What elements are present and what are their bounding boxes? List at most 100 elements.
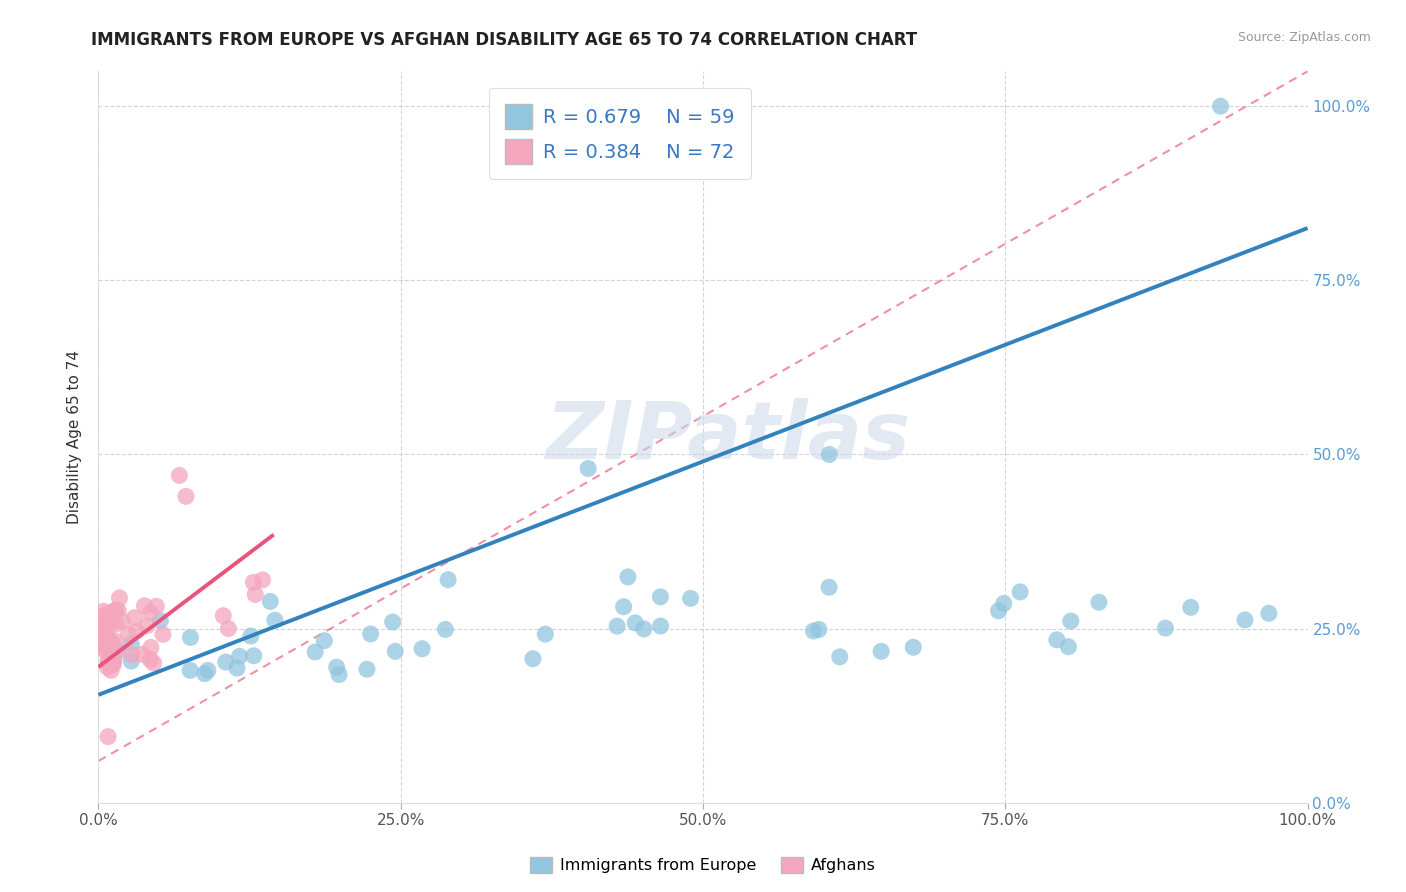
Point	[100, 615, 122, 629]
Point	[242, 575, 264, 590]
Point	[325, 660, 347, 674]
Point	[97, 637, 120, 651]
Point	[534, 627, 557, 641]
Point	[94, 607, 117, 622]
Point	[197, 664, 219, 678]
Text: ZIPatlas: ZIPatlas	[544, 398, 910, 476]
Point	[1233, 613, 1256, 627]
Point	[96, 607, 118, 621]
Point	[870, 644, 893, 658]
Point	[212, 608, 235, 623]
Point	[179, 663, 201, 677]
Point	[304, 645, 326, 659]
Point	[96, 616, 118, 631]
Point	[1088, 595, 1111, 609]
Point	[328, 667, 350, 681]
Point	[356, 662, 378, 676]
Point	[117, 627, 139, 641]
Point	[239, 629, 262, 643]
Point	[89, 626, 111, 640]
Text: Source: ZipAtlas.com: Source: ZipAtlas.com	[1237, 31, 1371, 45]
Point	[97, 655, 120, 669]
Point	[217, 622, 239, 636]
Text: IMMIGRANTS FROM EUROPE VS AFGHAN DISABILITY AGE 65 TO 74 CORRELATION CHART: IMMIGRANTS FROM EUROPE VS AFGHAN DISABIL…	[91, 31, 918, 49]
Point	[245, 587, 267, 601]
Point	[121, 648, 143, 662]
Point	[152, 627, 174, 641]
Point	[93, 631, 115, 645]
Point	[100, 634, 122, 648]
Point	[252, 573, 274, 587]
Point	[987, 604, 1010, 618]
Legend: Immigrants from Europe, Afghans: Immigrants from Europe, Afghans	[523, 850, 883, 880]
Point	[101, 644, 124, 658]
Point	[149, 614, 172, 628]
Point	[103, 657, 125, 672]
Point	[98, 648, 121, 663]
Point	[120, 637, 142, 651]
Point	[104, 633, 127, 648]
Legend: R = 0.679    N = 59, R = 0.384    N = 72: R = 0.679 N = 59, R = 0.384 N = 72	[489, 88, 751, 179]
Point	[576, 461, 599, 475]
Point	[101, 652, 124, 666]
Point	[104, 603, 127, 617]
Point	[94, 619, 117, 633]
Point	[96, 660, 118, 674]
Point	[650, 590, 672, 604]
Point	[179, 631, 201, 645]
Point	[828, 649, 851, 664]
Point	[120, 654, 142, 668]
Point	[264, 613, 287, 627]
Point	[104, 644, 127, 658]
Point	[90, 631, 112, 645]
Point	[97, 637, 120, 651]
Point	[90, 624, 112, 638]
Y-axis label: Disability Age 65 to 74: Disability Age 65 to 74	[67, 350, 83, 524]
Point	[94, 645, 117, 659]
Point	[145, 599, 167, 614]
Point	[135, 619, 157, 633]
Point	[91, 632, 114, 647]
Point	[107, 644, 129, 658]
Point	[215, 655, 238, 669]
Point	[97, 730, 120, 744]
Point	[633, 622, 655, 636]
Point	[131, 647, 153, 661]
Point	[94, 641, 117, 656]
Point	[97, 655, 120, 669]
Point	[818, 448, 841, 462]
Point	[314, 633, 336, 648]
Point	[228, 649, 250, 664]
Point	[1046, 632, 1069, 647]
Point	[903, 640, 925, 655]
Point	[134, 599, 156, 613]
Point	[1154, 621, 1177, 635]
Point	[104, 603, 127, 617]
Point	[139, 652, 162, 666]
Point	[1057, 640, 1080, 654]
Point	[226, 661, 249, 675]
Point	[624, 615, 647, 630]
Point	[139, 606, 162, 620]
Point	[124, 610, 146, 624]
Point	[125, 624, 148, 639]
Point	[100, 664, 122, 678]
Point	[91, 621, 114, 635]
Point	[101, 637, 124, 651]
Point	[93, 614, 115, 628]
Point	[1060, 614, 1083, 628]
Point	[384, 644, 406, 658]
Point	[1010, 585, 1032, 599]
Point	[606, 619, 628, 633]
Point	[107, 603, 129, 617]
Point	[818, 580, 841, 594]
Point	[360, 627, 382, 641]
Point	[90, 618, 112, 632]
Point	[96, 621, 118, 635]
Point	[679, 591, 702, 606]
Point	[96, 631, 118, 645]
Point	[93, 604, 115, 618]
Point	[97, 643, 120, 657]
Point	[139, 640, 162, 655]
Point	[93, 620, 115, 634]
